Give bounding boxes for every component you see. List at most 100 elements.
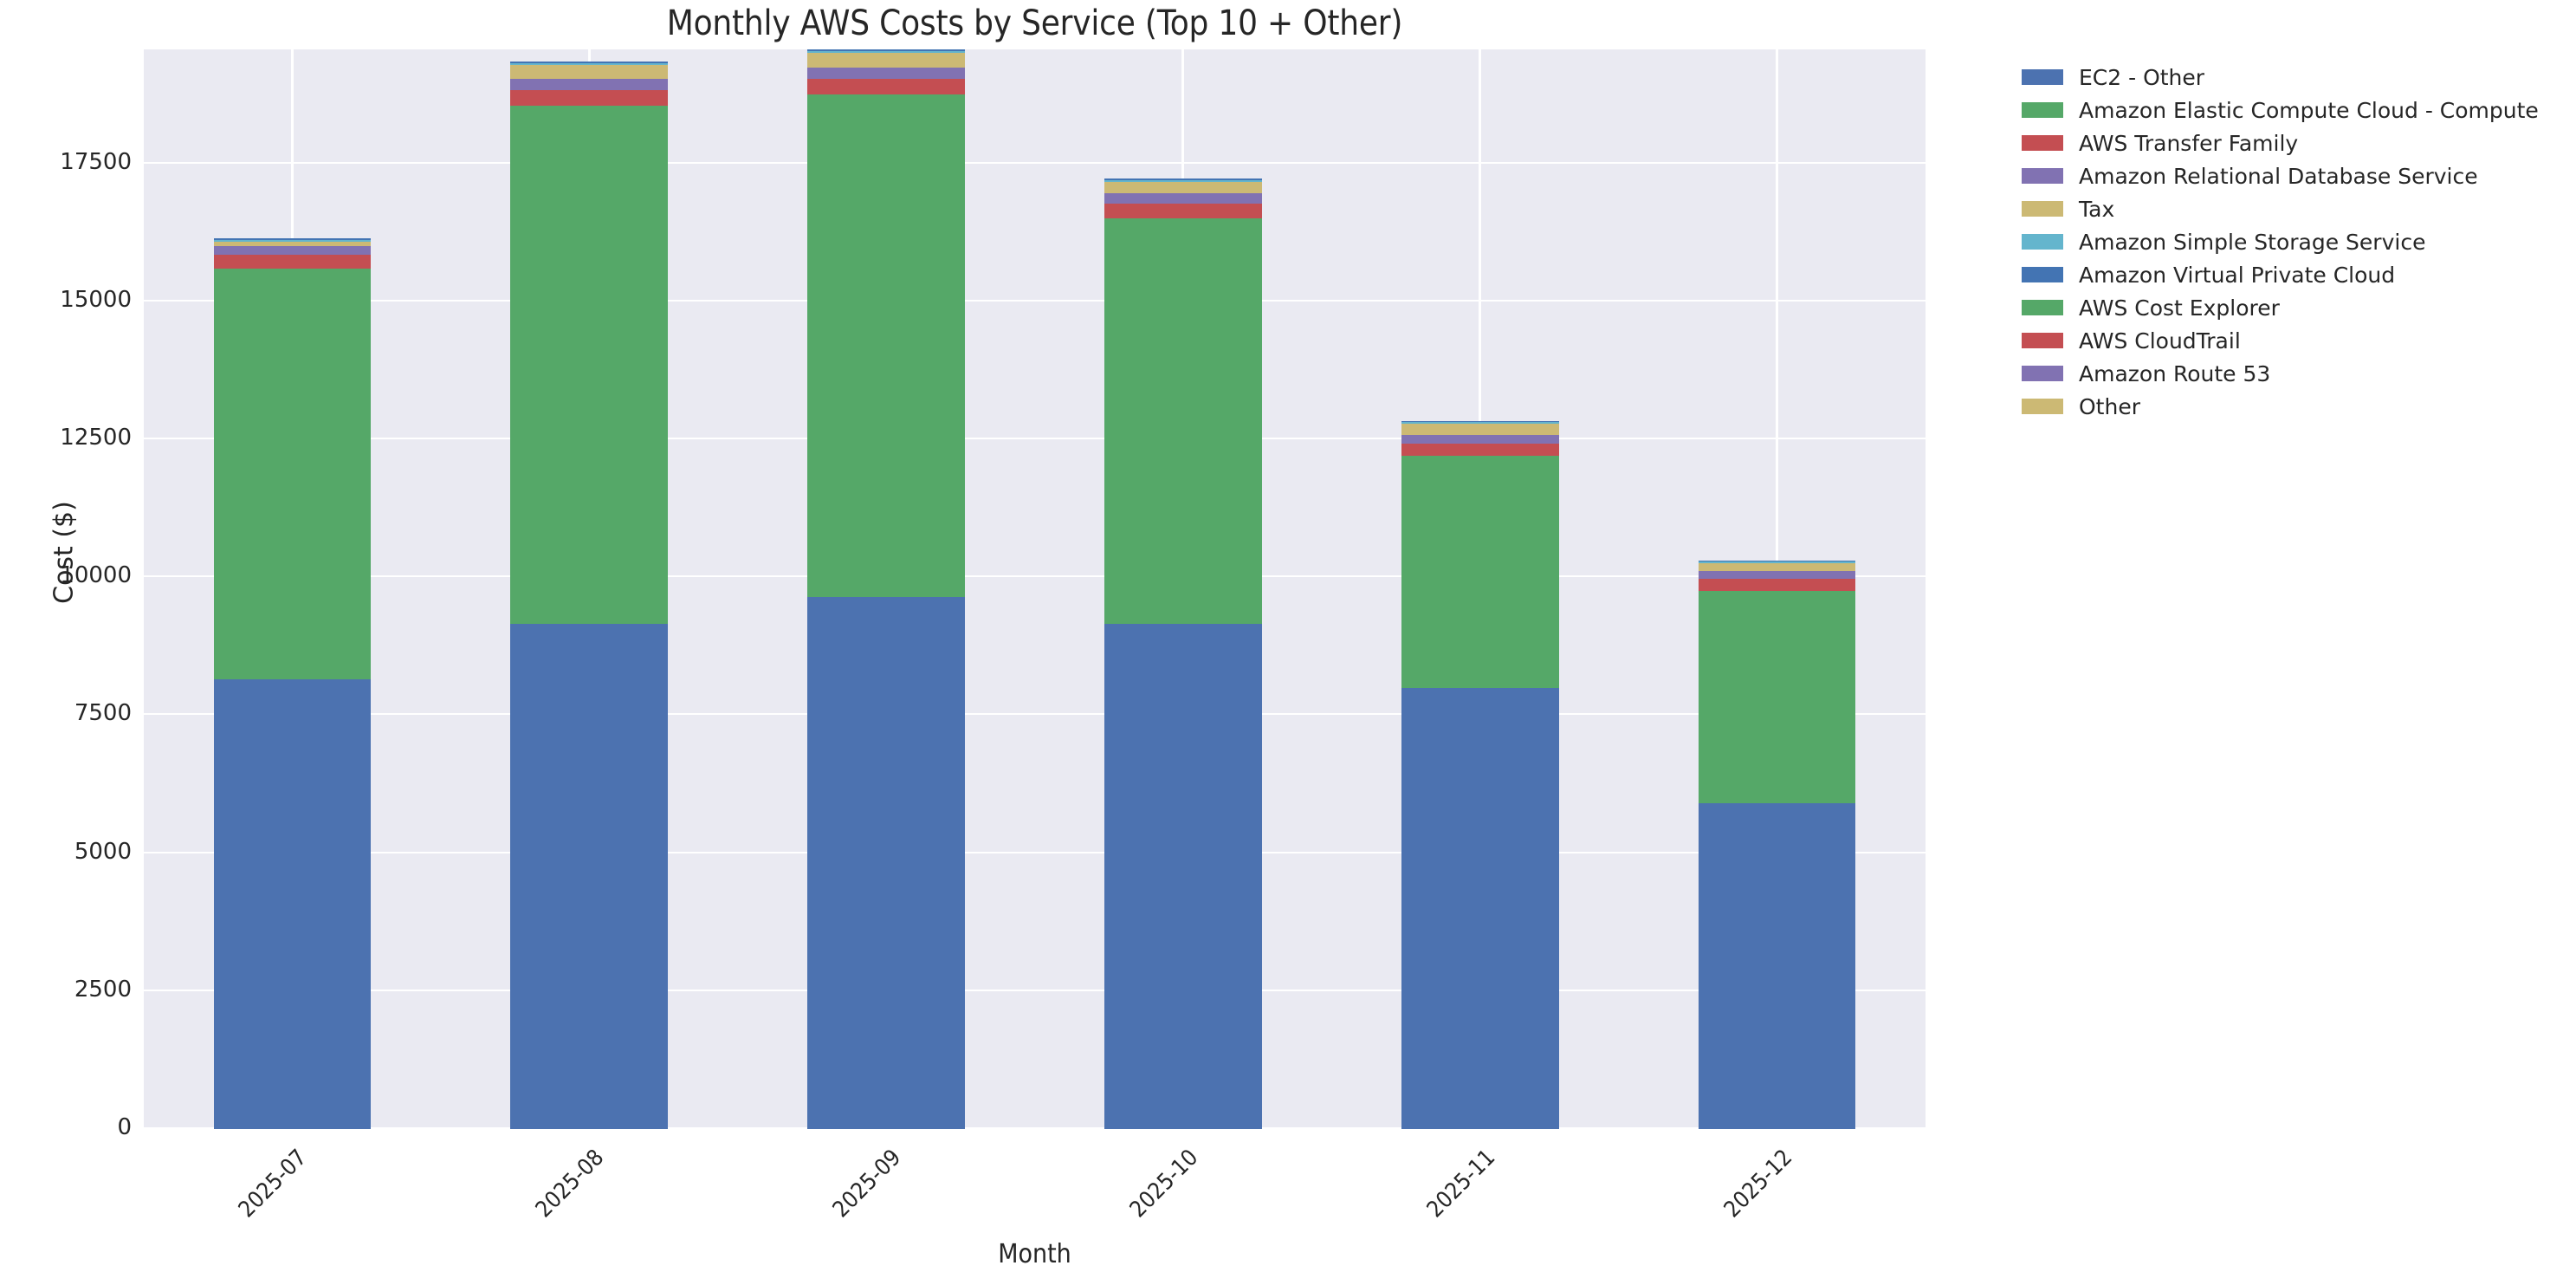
y-tick-label: 0 — [117, 1114, 132, 1140]
gridline-y — [144, 713, 1926, 716]
legend-item[interactable]: Amazon Route 53 — [2022, 359, 2559, 388]
bar-segment[interactable] — [510, 62, 669, 66]
y-tick-label: 7500 — [74, 700, 132, 727]
legend-item[interactable]: Other — [2022, 392, 2559, 421]
legend-label: Other — [2079, 393, 2140, 419]
legend-label: AWS Transfer Family — [2079, 130, 2299, 156]
bar-group[interactable] — [1104, 178, 1262, 1129]
legend-item[interactable]: Tax — [2022, 194, 2559, 224]
bar-segment[interactable] — [807, 68, 965, 79]
bar-segment[interactable] — [213, 238, 372, 240]
bar-group[interactable] — [1698, 560, 1856, 1129]
bar-segment[interactable] — [1698, 578, 1856, 592]
bar-segment[interactable] — [1104, 203, 1262, 219]
gridline-y — [144, 989, 1926, 991]
bar-segment[interactable] — [1698, 570, 1856, 579]
bar-segment[interactable] — [807, 94, 965, 597]
legend-label: AWS Cost Explorer — [2079, 295, 2280, 321]
bar-group[interactable] — [1401, 420, 1559, 1129]
legend-item[interactable]: AWS Cost Explorer — [2022, 293, 2559, 322]
legend-label: Amazon Simple Storage Service — [2079, 229, 2426, 255]
chart-legend: EC2 - Other Amazon Elastic Compute Cloud … — [2022, 62, 2559, 425]
legend-item[interactable]: EC2 - Other — [2022, 62, 2559, 92]
gridline-y — [144, 299, 1926, 302]
gridline-y — [144, 161, 1926, 164]
y-tick-label: 2500 — [74, 976, 132, 1003]
bar-segment[interactable] — [213, 246, 372, 255]
legend-swatch-icon — [2022, 168, 2063, 184]
bar-segment[interactable] — [1698, 803, 1856, 1129]
legend-item[interactable]: Amazon Virtual Private Cloud — [2022, 260, 2559, 289]
legend-swatch-icon — [2022, 333, 2063, 348]
bar-segment[interactable] — [1401, 422, 1559, 425]
bar-segment[interactable] — [1104, 624, 1262, 1129]
legend-swatch-icon — [2022, 300, 2063, 315]
bar-segment[interactable] — [510, 65, 669, 80]
bar-segment[interactable] — [1401, 456, 1559, 688]
gridline-y — [144, 575, 1926, 578]
legend-item[interactable]: AWS CloudTrail — [2022, 326, 2559, 355]
bar-segment[interactable] — [1401, 435, 1559, 444]
legend-label: AWS CloudTrail — [2079, 328, 2241, 354]
bar-segment[interactable] — [807, 78, 965, 95]
bar-segment[interactable] — [510, 62, 669, 63]
bar-segment[interactable] — [213, 239, 372, 243]
y-tick-label: 12500 — [60, 425, 132, 451]
bar-segment[interactable] — [1698, 591, 1856, 804]
x-axis-label: Month — [998, 1239, 1071, 1269]
legend-swatch-icon — [2022, 234, 2063, 250]
bar-segment[interactable] — [807, 50, 965, 54]
legend-label: Tax — [2079, 196, 2115, 222]
y-tick-label: 17500 — [60, 148, 132, 175]
legend-item[interactable]: AWS Transfer Family — [2022, 128, 2559, 158]
bar-group[interactable] — [213, 238, 372, 1129]
y-tick-label: 5000 — [74, 838, 132, 865]
bar-segment[interactable] — [807, 596, 965, 1129]
bar-segment[interactable] — [1104, 193, 1262, 204]
bar-segment[interactable] — [510, 79, 669, 91]
bar-segment[interactable] — [1401, 687, 1559, 1129]
bar-segment[interactable] — [807, 49, 965, 51]
bar-segment[interactable] — [1401, 424, 1559, 436]
bar-segment[interactable] — [1698, 563, 1856, 571]
bar-segment[interactable] — [1104, 218, 1262, 625]
legend-swatch-icon — [2022, 366, 2063, 381]
bar-segment[interactable] — [510, 105, 669, 625]
legend-label: Amazon Elastic Compute Cloud - Compute — [2079, 97, 2539, 123]
legend-swatch-icon — [2022, 399, 2063, 414]
bar-segment[interactable] — [1104, 178, 1262, 180]
bar-segment[interactable] — [1698, 561, 1856, 564]
legend-swatch-icon — [2022, 201, 2063, 217]
legend-swatch-icon — [2022, 267, 2063, 282]
y-tick-label: 15000 — [60, 286, 132, 313]
bar-segment[interactable] — [213, 254, 372, 269]
chart-title: Monthly AWS Costs by Service (Top 10 + O… — [666, 3, 1403, 43]
legend-label: Amazon Virtual Private Cloud — [2079, 262, 2396, 288]
bar-segment[interactable] — [1104, 182, 1262, 194]
legend-label: EC2 - Other — [2079, 64, 2205, 90]
legend-label: Amazon Relational Database Service — [2079, 163, 2478, 189]
bar-segment[interactable] — [1698, 560, 1856, 562]
legend-item[interactable]: Amazon Elastic Compute Cloud - Compute — [2022, 95, 2559, 125]
legend-item[interactable]: Amazon Simple Storage Service — [2022, 227, 2559, 256]
legend-item[interactable]: Amazon Relational Database Service — [2022, 161, 2559, 191]
gridline-y — [144, 438, 1926, 440]
bar-segment[interactable] — [510, 624, 669, 1129]
bar-segment[interactable] — [1104, 179, 1262, 183]
bar-segment[interactable] — [213, 679, 372, 1129]
bar-segment[interactable] — [1401, 443, 1559, 457]
bar-group[interactable] — [807, 49, 965, 1129]
bar-segment[interactable] — [510, 90, 669, 106]
legend-swatch-icon — [2022, 102, 2063, 118]
bar-segment[interactable] — [213, 242, 372, 247]
y-axis-label: Cost ($) — [49, 501, 80, 604]
bar-segment[interactable] — [807, 53, 965, 68]
legend-swatch-icon — [2022, 69, 2063, 85]
legend-label: Amazon Route 53 — [2079, 360, 2271, 386]
y-tick-label: 10000 — [60, 562, 132, 589]
bar-group[interactable] — [510, 62, 669, 1129]
bar-segment[interactable] — [1401, 420, 1559, 423]
bar-segment[interactable] — [213, 268, 372, 680]
plot-area — [144, 49, 1926, 1129]
